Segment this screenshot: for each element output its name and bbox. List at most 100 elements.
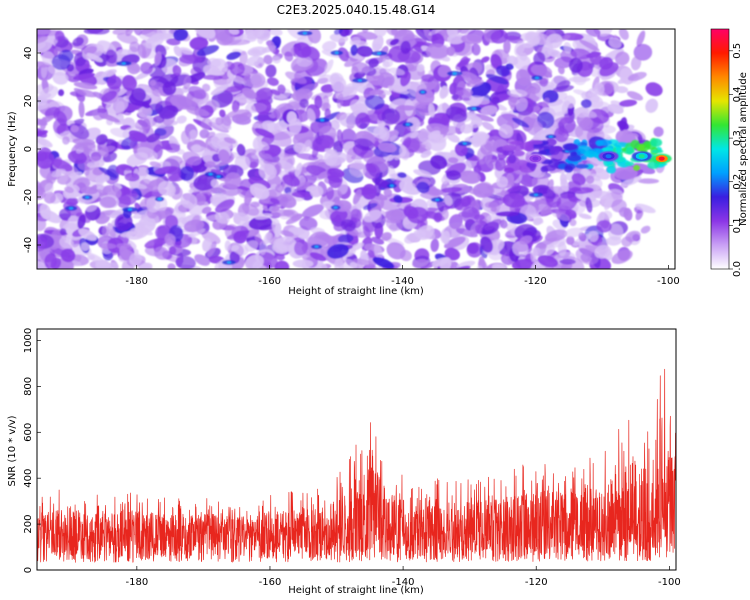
spectrogram-cell — [53, 105, 73, 123]
spectrogram-cell — [219, 109, 226, 118]
spectrogram-x-tick-label: -100 — [657, 276, 680, 287]
spectrogram-cell — [405, 233, 421, 242]
spectrogram-cell — [362, 225, 371, 239]
spectrogram-cell — [127, 62, 141, 75]
spectrogram-cell — [86, 52, 103, 63]
spectrogram-hotspot-core — [216, 175, 221, 178]
spectrogram-cell — [222, 116, 232, 127]
spectrogram-cell — [99, 243, 117, 249]
spectrogram-cell — [69, 171, 83, 179]
snr-y-tick-label: 1000 — [23, 328, 34, 353]
spectrogram-cell — [439, 257, 452, 269]
spectrogram-cell — [381, 108, 401, 125]
spectrogram-cell — [344, 29, 353, 36]
spectrogram-cell — [640, 225, 651, 234]
spectrogram-panel: -180 -160 -140 -120 -100 -40 -20 0 20 40 Height … — [7, 28, 680, 297]
spectrogram-cell — [440, 85, 450, 98]
spectrogram-cell — [291, 191, 312, 198]
spectrogram-cell — [194, 254, 210, 266]
spectrogram-cell — [314, 95, 323, 109]
spectrogram-cell — [459, 170, 481, 184]
spectrogram-hotspot-core — [435, 198, 440, 202]
spectrogram-cell — [317, 74, 333, 85]
spectrogram-cell — [466, 242, 483, 258]
spectrogram-cell — [349, 261, 358, 269]
spectrogram-cell — [425, 43, 449, 59]
spectrogram-cell — [101, 90, 117, 103]
spectrogram-cell — [533, 51, 546, 65]
spectrogram-cell — [519, 235, 533, 245]
spectrogram-features — [496, 137, 672, 174]
spectrogram-cell — [559, 258, 576, 265]
spectrogram-cell — [261, 120, 279, 132]
spectrogram-cell — [507, 185, 524, 193]
spectrogram-cell — [444, 194, 453, 207]
spectrogram-cell — [134, 116, 158, 130]
spectrogram-cell — [421, 74, 435, 82]
spectrogram-cell — [416, 64, 425, 72]
spectrogram-cell — [293, 142, 307, 154]
spectrogram-cell — [299, 98, 309, 109]
spectrogram-cell — [426, 123, 450, 135]
spectrogram-cell — [257, 141, 270, 151]
spectrogram-cell — [490, 53, 503, 70]
spectrogram-cell — [233, 230, 247, 244]
spectrogram-cell — [129, 252, 142, 267]
signal-band-cell — [502, 144, 517, 151]
spectrogram-y-tick-label: 40 — [23, 47, 34, 60]
spectrogram-cell — [383, 188, 393, 198]
spectrogram-cell — [340, 219, 356, 232]
spectrogram-cell — [130, 87, 147, 103]
spectrogram-hotspot-core — [405, 123, 410, 126]
spectrogram-cell — [37, 236, 48, 252]
spectrogram-cell — [204, 131, 216, 139]
spectrogram-cell — [312, 134, 335, 152]
spectrogram-cell — [428, 103, 435, 118]
spectrogram-hotspot-core — [208, 172, 213, 176]
spectrogram-y-tick-label: 0 — [23, 146, 34, 152]
spectrogram-cell — [307, 29, 322, 44]
spectrogram-cell — [214, 211, 230, 224]
spectrogram-cell — [459, 29, 470, 34]
spectrogram-cell — [226, 51, 241, 60]
spectrogram-cell — [564, 227, 583, 238]
spectrogram-cell — [57, 89, 65, 97]
spectrogram-cell — [258, 150, 280, 163]
spectrogram-cell — [51, 168, 66, 178]
spectrogram-cell — [355, 112, 370, 129]
spectrogram-cell — [285, 71, 307, 84]
spectrogram-cell — [607, 103, 624, 114]
spectrogram-cell — [202, 74, 223, 81]
spectrogram-cell — [307, 231, 330, 249]
spectrogram-cell — [613, 166, 638, 180]
spectrogram-cell — [537, 255, 559, 268]
spectrogram-cell — [445, 106, 468, 123]
spectrogram-hotspot-core — [452, 72, 457, 75]
spectrogram-cell — [450, 149, 466, 161]
spectrogram-cell — [207, 57, 221, 68]
spectrogram-cell — [480, 105, 498, 116]
spectrogram-cell — [336, 93, 344, 109]
spectrogram-cell — [248, 177, 271, 190]
spectrogram-cell — [385, 218, 403, 231]
spectrogram-cell — [542, 97, 550, 108]
spectrogram-cell — [364, 95, 385, 110]
spectrogram-cell — [527, 82, 541, 94]
spectrogram-cell — [59, 236, 74, 249]
signal-band-cell — [583, 150, 598, 158]
spectrogram-cell — [250, 201, 260, 208]
spectrogram-cell — [515, 97, 528, 112]
spectrogram-x-axis-label: Height of straight line (km) — [288, 286, 424, 297]
spectrogram-cell — [99, 196, 117, 209]
spectrogram-cell — [626, 91, 644, 101]
spectrogram-cell — [265, 64, 277, 78]
spectrogram-cell — [356, 31, 378, 40]
spectrogram-cell — [637, 178, 660, 184]
spectrogram-cell — [615, 51, 630, 66]
signal-band-cell — [564, 165, 574, 173]
spectrogram-cell — [227, 109, 251, 119]
spectrogram-cell — [254, 128, 275, 139]
spectrogram-cell — [96, 142, 109, 158]
spectrogram-cell — [356, 45, 373, 57]
spectrogram-cell — [223, 137, 237, 144]
